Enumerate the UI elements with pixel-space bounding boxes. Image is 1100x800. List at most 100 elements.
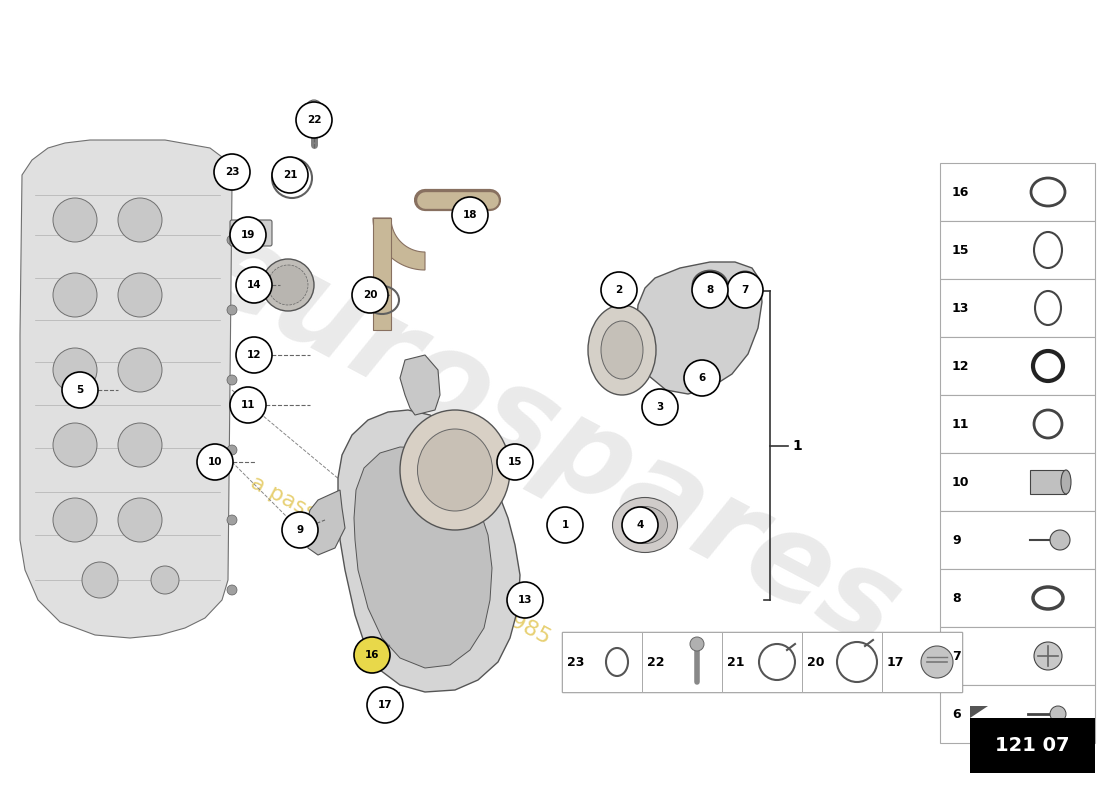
Polygon shape [373, 218, 390, 330]
Polygon shape [373, 218, 425, 270]
Text: 121 07: 121 07 [996, 736, 1069, 755]
Text: 5: 5 [76, 385, 84, 395]
FancyBboxPatch shape [230, 220, 272, 246]
Circle shape [1034, 642, 1062, 670]
Text: 6: 6 [698, 373, 705, 383]
Circle shape [354, 637, 390, 673]
Circle shape [1050, 706, 1066, 722]
Bar [940, 395, 1094, 453]
Circle shape [497, 444, 534, 480]
Circle shape [227, 170, 236, 180]
Text: 16: 16 [952, 186, 969, 198]
Text: 21: 21 [727, 655, 745, 669]
Bar [940, 221, 1094, 279]
Circle shape [53, 348, 97, 392]
Circle shape [296, 102, 332, 138]
Circle shape [227, 235, 236, 245]
Polygon shape [20, 140, 232, 638]
Text: 13: 13 [952, 302, 969, 314]
Circle shape [282, 512, 318, 548]
Text: 15: 15 [952, 243, 969, 257]
Circle shape [230, 217, 266, 253]
Circle shape [151, 566, 179, 594]
Ellipse shape [613, 498, 678, 553]
Text: 6: 6 [952, 707, 960, 721]
Circle shape [236, 337, 272, 373]
Text: 3: 3 [657, 402, 663, 412]
Circle shape [272, 157, 308, 193]
Ellipse shape [588, 305, 656, 395]
Text: 20: 20 [363, 290, 377, 300]
Circle shape [118, 423, 162, 467]
Polygon shape [354, 447, 492, 668]
Circle shape [227, 515, 236, 525]
Circle shape [507, 582, 543, 618]
Text: 22: 22 [307, 115, 321, 125]
Text: 22: 22 [647, 655, 664, 669]
Text: 13: 13 [518, 595, 532, 605]
Text: 10: 10 [208, 457, 222, 467]
Circle shape [352, 277, 388, 313]
Circle shape [53, 498, 97, 542]
Ellipse shape [601, 321, 643, 379]
Bar [802, 632, 882, 692]
Circle shape [236, 267, 272, 303]
Circle shape [197, 444, 233, 480]
Text: 18: 18 [463, 210, 477, 220]
Circle shape [690, 637, 704, 651]
Circle shape [82, 562, 118, 598]
Bar [940, 279, 1094, 337]
Text: 12: 12 [246, 350, 262, 360]
Bar [940, 511, 1094, 569]
Polygon shape [338, 410, 520, 692]
Bar [1030, 470, 1066, 494]
Text: 11: 11 [241, 400, 255, 410]
Bar [940, 337, 1094, 395]
Circle shape [118, 198, 162, 242]
Bar [722, 632, 802, 692]
Circle shape [547, 507, 583, 543]
Text: 10: 10 [952, 475, 969, 489]
Circle shape [642, 389, 678, 425]
Bar [940, 685, 1094, 743]
Circle shape [921, 646, 953, 678]
Text: 15: 15 [508, 457, 522, 467]
Circle shape [727, 272, 763, 308]
Text: 9: 9 [952, 534, 960, 546]
Bar [940, 569, 1094, 627]
Circle shape [227, 305, 236, 315]
Ellipse shape [732, 271, 759, 299]
Bar [642, 632, 722, 692]
Polygon shape [400, 355, 440, 415]
Text: 23: 23 [224, 167, 240, 177]
Text: eurospares: eurospares [182, 207, 918, 673]
Circle shape [367, 687, 403, 723]
Text: 12: 12 [952, 359, 969, 373]
Text: a passion for parts since 1985: a passion for parts since 1985 [246, 472, 553, 648]
Text: 11: 11 [952, 418, 969, 430]
Text: 14: 14 [246, 280, 262, 290]
Circle shape [53, 198, 97, 242]
Polygon shape [970, 706, 988, 718]
Bar [940, 627, 1094, 685]
Text: 8: 8 [706, 285, 714, 295]
Circle shape [53, 423, 97, 467]
Text: 9: 9 [296, 525, 304, 535]
Text: 19: 19 [241, 230, 255, 240]
Circle shape [262, 259, 314, 311]
Text: 23: 23 [566, 655, 584, 669]
Bar [970, 718, 1094, 773]
Text: 4: 4 [636, 520, 644, 530]
Circle shape [268, 265, 308, 305]
Text: 7: 7 [741, 285, 749, 295]
Text: 21: 21 [283, 170, 297, 180]
Circle shape [227, 585, 236, 595]
Text: 20: 20 [807, 655, 825, 669]
Ellipse shape [400, 410, 510, 530]
Text: 2: 2 [615, 285, 623, 295]
Circle shape [684, 360, 721, 396]
Polygon shape [636, 262, 762, 394]
Circle shape [601, 272, 637, 308]
Bar [562, 632, 642, 692]
Polygon shape [305, 490, 345, 555]
